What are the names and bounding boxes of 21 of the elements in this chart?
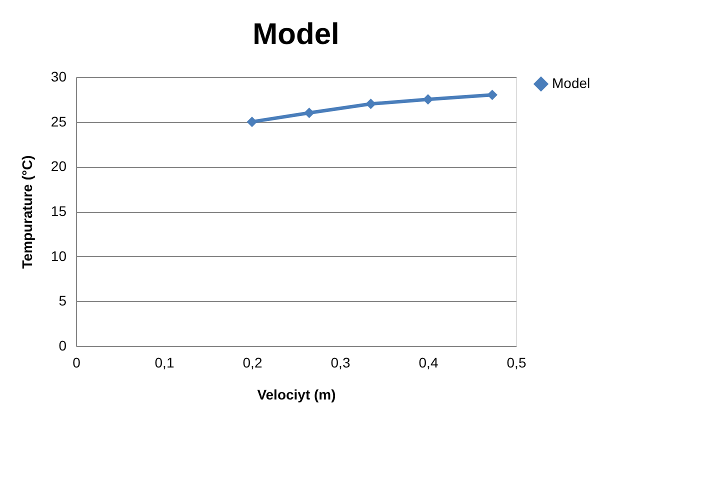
y-tick-label: 10 — [50, 248, 67, 264]
y-tick-label: 30 — [50, 68, 67, 84]
y-tick-label: 25 — [50, 113, 67, 130]
legend-label: Model — [552, 75, 590, 91]
y-tick-label: 5 — [58, 292, 67, 309]
x-tick-label: 0 — [72, 354, 81, 370]
chart-title: Model — [252, 18, 340, 51]
point — [422, 94, 434, 105]
x-tick-label: 0,3 — [330, 354, 350, 370]
x-tick-label: 0,2 — [242, 354, 262, 370]
x-tick-label: 0,1 — [154, 354, 174, 370]
y-tick-label: 20 — [50, 158, 67, 174]
y-tick-label: 15 — [50, 203, 67, 219]
point — [304, 108, 314, 118]
point — [366, 98, 376, 110]
x-tick-label: 0,5 — [506, 354, 526, 370]
x-axis-title: Velociyt (m) — [257, 386, 336, 402]
y-axis-title: Tempurature (°C) — [18, 155, 35, 269]
x-tick-label: 0,4 — [418, 354, 438, 370]
point — [246, 116, 258, 128]
y-tick-label: 0 — [58, 338, 67, 354]
